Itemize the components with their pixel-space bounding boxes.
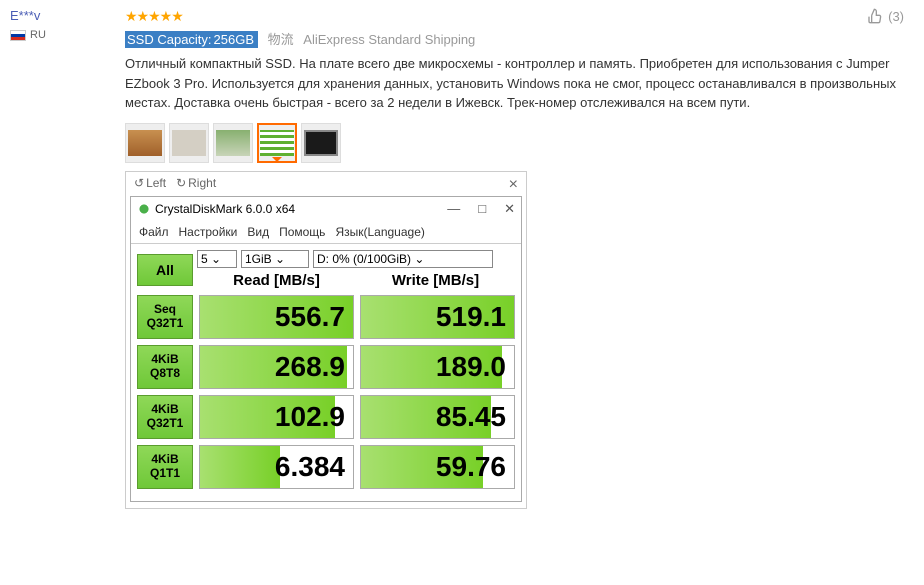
read-value: 556.7 xyxy=(199,295,354,339)
cdm-title: CrystalDiskMark 6.0.0 x64 xyxy=(155,202,295,216)
read-value: 102.9 xyxy=(199,395,354,439)
test-button-1[interactable]: 4KiBQ8T8 xyxy=(137,345,193,389)
select-drive[interactable]: D: 0% (0/100GiB) ⌄ xyxy=(313,250,493,268)
maximize-icon[interactable]: □ xyxy=(478,201,486,217)
benchmark-row: 4KiBQ1T16.38459.76 xyxy=(137,445,515,489)
flag-icon xyxy=(10,30,26,41)
write-value: 519.1 xyxy=(360,295,515,339)
select-runs[interactable]: 5 ⌄ xyxy=(197,250,237,268)
write-value: 85.45 xyxy=(360,395,515,439)
helpful-button[interactable]: (3) xyxy=(866,8,904,24)
user-country: RU xyxy=(10,29,125,41)
header-write: Write [MB/s] xyxy=(356,272,515,289)
country-code: RU xyxy=(30,29,46,41)
helpful-count: (3) xyxy=(888,9,904,24)
star-rating: ★★★★★ xyxy=(125,8,914,25)
review-body: Отличный компактный SSD. На плате всего … xyxy=(125,54,914,113)
benchmark-row: SeqQ32T1556.7519.1 xyxy=(137,295,515,339)
thumbnail-4[interactable] xyxy=(257,123,297,163)
test-button-3[interactable]: 4KiBQ1T1 xyxy=(137,445,193,489)
read-value: 268.9 xyxy=(199,345,354,389)
lightbox-prev[interactable]: ↺Left xyxy=(134,176,166,190)
crystaldiskmark-window: CrystalDiskMark 6.0.0 x64 — □ ✕ Файл Нас… xyxy=(130,196,522,502)
thumbnail-strip xyxy=(125,123,914,163)
username-link[interactable]: E***v xyxy=(10,8,125,23)
menu-settings[interactable]: Настройки xyxy=(179,225,238,239)
thumbs-up-icon xyxy=(866,8,884,24)
cdm-titlebar: CrystalDiskMark 6.0.0 x64 — □ ✕ xyxy=(131,197,521,221)
capacity-label: SSD Capacity: xyxy=(125,31,214,48)
user-column: E***v RU xyxy=(10,8,125,509)
header-read: Read [MB/s] xyxy=(197,272,356,289)
close-icon[interactable]: ✕ xyxy=(504,201,515,217)
write-value: 59.76 xyxy=(360,445,515,489)
test-button-2[interactable]: 4KiBQ32T1 xyxy=(137,395,193,439)
cdm-menubar: Файл Настройки Вид Помощь Язык(Language) xyxy=(131,221,521,244)
lightbox-close[interactable]: × xyxy=(509,176,518,194)
thumbnail-5[interactable] xyxy=(301,123,341,163)
menu-file[interactable]: Файл xyxy=(139,225,169,239)
run-all-button[interactable]: All xyxy=(137,254,193,286)
menu-view[interactable]: Вид xyxy=(247,225,269,239)
menu-language[interactable]: Язык(Language) xyxy=(335,225,424,239)
thumbnail-1[interactable] xyxy=(125,123,165,163)
write-value: 189.0 xyxy=(360,345,515,389)
benchmark-row: 4KiBQ8T8268.9189.0 xyxy=(137,345,515,389)
minimize-icon[interactable]: — xyxy=(447,201,460,217)
test-button-0[interactable]: SeqQ32T1 xyxy=(137,295,193,339)
review-content: ★★★★★ SSD Capacity:256GB 物流 AliExpress S… xyxy=(125,8,914,509)
benchmark-row: 4KiBQ32T1102.985.45 xyxy=(137,395,515,439)
capacity-value: 256GB xyxy=(214,31,258,48)
thumbnail-2[interactable] xyxy=(169,123,209,163)
menu-help[interactable]: Помощь xyxy=(279,225,325,239)
lightbox-next[interactable]: ↻Right xyxy=(176,176,216,190)
logistics-cn: 物流 xyxy=(268,32,294,47)
cdm-app-icon xyxy=(137,202,151,216)
shipping-method: AliExpress Standard Shipping xyxy=(303,32,475,47)
select-size[interactable]: 1GiB ⌄ xyxy=(241,250,309,268)
image-lightbox: ↺Left ↻Right × CrystalDiskMark 6.0.0 x64… xyxy=(125,171,527,509)
thumbnail-3[interactable] xyxy=(213,123,253,163)
read-value: 6.384 xyxy=(199,445,354,489)
